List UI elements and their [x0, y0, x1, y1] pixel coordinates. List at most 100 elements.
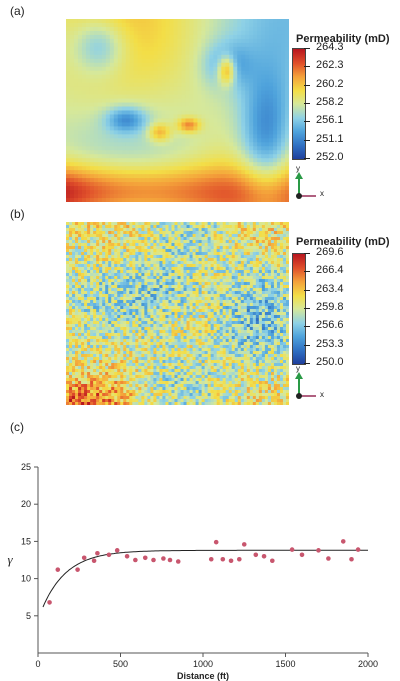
map-b-cell	[234, 312, 239, 316]
map-a-cell	[149, 38, 155, 44]
map-a-cell	[233, 50, 238, 56]
map-a-cell	[121, 118, 127, 124]
map-b-cell	[138, 255, 142, 259]
map-a-cell	[141, 74, 147, 80]
map-b-cell	[69, 267, 73, 271]
map-b-cell	[204, 312, 209, 316]
map-a-cell	[265, 114, 270, 120]
map-b-cell	[201, 300, 206, 304]
map-a-cell	[137, 182, 143, 187]
map-b-cell	[132, 258, 136, 262]
map-b-cell	[66, 264, 70, 268]
map-b-cell	[66, 273, 70, 277]
map-a-cell	[173, 66, 179, 72]
map-b-cell	[240, 294, 245, 298]
map-a-cell	[213, 34, 218, 40]
map-a-cell	[66, 158, 71, 163]
map-b-cell	[84, 264, 88, 268]
map-a-cell	[245, 186, 250, 191]
map-a-cell	[73, 74, 79, 80]
map-a-cell	[221, 118, 226, 124]
map-b-cell	[159, 225, 164, 229]
map-a-cell	[105, 66, 111, 72]
map-a-cell	[149, 22, 155, 28]
map-a-cell	[153, 158, 159, 163]
map-b-cell	[129, 273, 133, 277]
map-b-cell	[246, 282, 251, 286]
map-b-cell	[87, 306, 91, 310]
map-b-cell	[165, 252, 170, 256]
map-b-cell	[285, 228, 289, 232]
map-a-cell	[213, 198, 218, 202]
map-a-cell	[165, 134, 171, 139]
map-a-cell	[189, 198, 195, 202]
map-b-cell	[210, 306, 215, 310]
map-a-cell	[201, 186, 206, 191]
map-a-cell	[89, 26, 95, 32]
map-a-cell	[105, 82, 111, 88]
map-b-cell	[243, 264, 248, 268]
map-a-cell	[241, 118, 246, 124]
map-b-cell	[219, 270, 224, 274]
map-a-cell	[73, 122, 79, 128]
map-b-cell	[123, 318, 127, 322]
map-b-cell	[177, 306, 182, 310]
map-a-cell	[66, 186, 71, 191]
map-a-cell	[257, 58, 262, 64]
map-b-cell	[282, 270, 287, 274]
map-b-cell	[285, 315, 289, 319]
map-b-cell	[108, 300, 112, 304]
map-b-cell	[261, 315, 266, 319]
map-a-cell	[201, 146, 206, 151]
map-a-cell	[181, 22, 187, 28]
map-b-cell	[147, 300, 151, 304]
map-b-cell	[156, 261, 161, 265]
map-b-cell	[111, 318, 115, 322]
map-b-cell	[267, 225, 272, 229]
map-a-cell	[125, 186, 131, 191]
map-a-cell	[69, 70, 75, 76]
map-b-cell	[204, 282, 209, 286]
map-a-cell	[253, 146, 258, 151]
map-a-cell	[66, 198, 71, 202]
map-b-cell	[138, 282, 142, 286]
map-a-cell	[69, 30, 75, 36]
map-b-cell	[279, 225, 284, 229]
map-a-cell	[157, 162, 163, 167]
map-b-cell	[96, 264, 100, 268]
map-a-cell	[157, 30, 163, 36]
map-a-cell	[89, 19, 95, 24]
map-b-cell	[219, 294, 224, 298]
map-b-cell	[150, 300, 154, 304]
map-b-cell	[213, 255, 218, 259]
map-a-cell	[137, 186, 143, 191]
map-a-cell	[97, 186, 103, 191]
map-b-cell	[195, 306, 200, 310]
map-b-cell	[270, 237, 275, 241]
map-a-cell	[137, 194, 143, 199]
map-b-cell	[165, 312, 170, 316]
map-b-cell	[264, 240, 269, 244]
map-a-cell	[181, 198, 187, 202]
map-a-cell	[269, 82, 274, 88]
map-b-cell	[264, 294, 269, 298]
map-b-cell	[186, 300, 191, 304]
map-b-cell	[198, 231, 203, 235]
map-a-cell	[281, 42, 286, 48]
map-a-cell	[181, 134, 187, 139]
map-a-cell	[217, 146, 222, 151]
map-a-cell	[261, 126, 266, 131]
map-a-cell	[153, 19, 159, 24]
map-a-cell	[217, 150, 222, 155]
map-b-cell	[72, 264, 76, 268]
map-a-cell	[253, 190, 258, 195]
map-b-cell	[123, 276, 127, 280]
map-a-cell	[81, 190, 87, 195]
map-a-cell	[117, 58, 123, 64]
map-b-cell	[204, 273, 209, 277]
map-a-cell	[253, 134, 258, 139]
map-a-cell	[93, 98, 99, 104]
map-b-cell	[261, 279, 266, 283]
map-a-cell	[265, 70, 270, 76]
map-b-cell	[195, 237, 200, 241]
